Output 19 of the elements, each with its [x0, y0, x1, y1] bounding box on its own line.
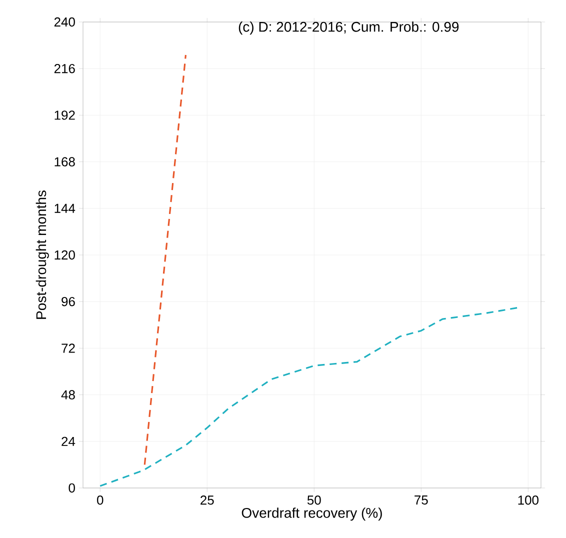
y-axis-title: Post-drought months: [36, 190, 49, 319]
y-tick-label: 96: [62, 296, 75, 306]
y-tick-label: 144: [54, 204, 76, 213]
y-tick-label: 0: [68, 483, 75, 493]
y-tick-label: 48: [61, 390, 75, 400]
x-tick-label: 75: [414, 496, 428, 505]
y-tick-label: 120: [54, 250, 75, 260]
chart-title: (c) D: 2012-2016; Cum. Prob.: 0.99: [238, 22, 459, 35]
y-tick-label: 240: [54, 17, 75, 27]
y-tick-label: 168: [54, 157, 75, 166]
y-tick-label: 216: [54, 64, 75, 74]
x-tick-label: 25: [200, 496, 214, 505]
y-tick-label: 192: [54, 110, 75, 120]
x-tick-label: 50: [307, 496, 321, 505]
x-tick-label: 0: [97, 496, 104, 505]
y-tick-label: 24: [62, 436, 76, 446]
x-axis-title: Overdraft recovery (%): [242, 508, 382, 521]
y-tick-label: 72: [62, 344, 75, 353]
x-tick-label: 100: [518, 496, 538, 505]
